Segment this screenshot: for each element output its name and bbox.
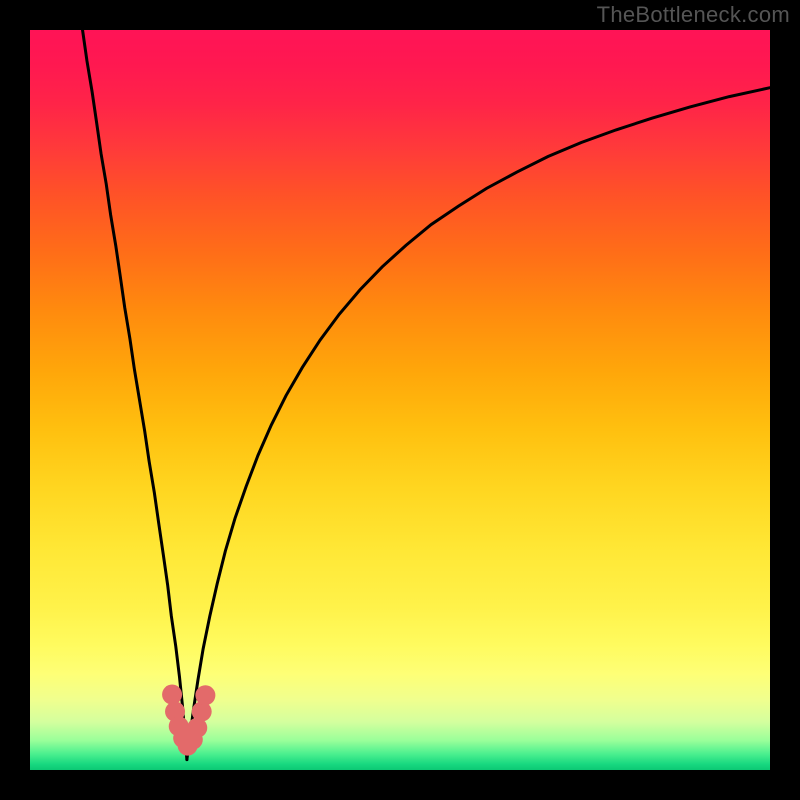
- marker-cluster: [162, 685, 215, 756]
- attribution-label: TheBottleneck.com: [597, 2, 790, 28]
- curve-layer: [0, 0, 800, 800]
- marker-point: [162, 685, 182, 705]
- marker-point: [195, 685, 215, 705]
- bottleneck-curve-left: [83, 30, 187, 760]
- chart-container: TheBottleneck.com: [0, 0, 800, 800]
- bottleneck-curve-right: [187, 88, 770, 760]
